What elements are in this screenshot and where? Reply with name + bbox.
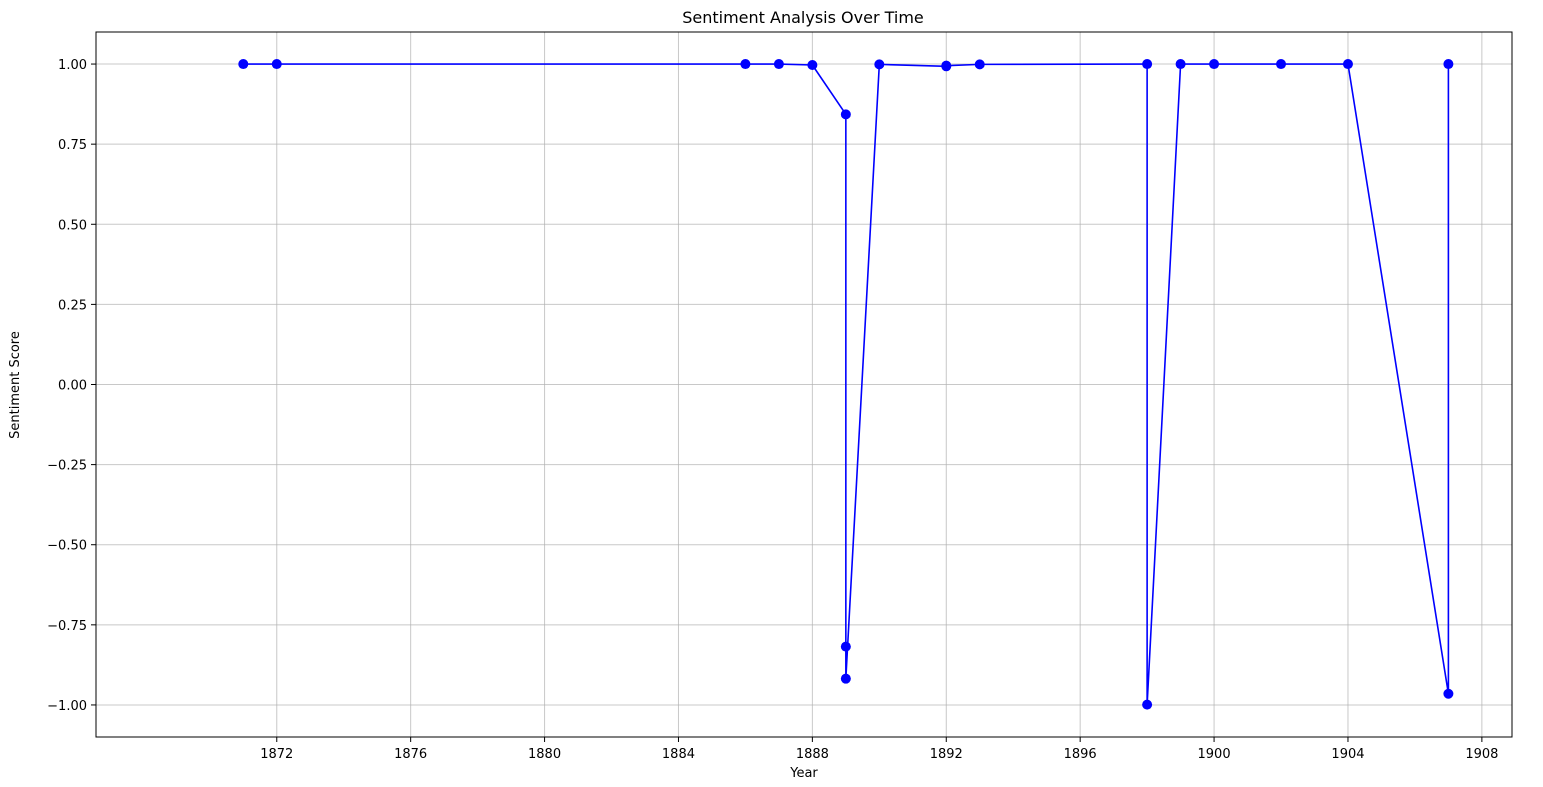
data-point xyxy=(1175,59,1186,70)
data-point xyxy=(840,673,851,684)
data-point xyxy=(1342,59,1353,70)
data-point xyxy=(1142,59,1153,70)
x-tick-label: 1876 xyxy=(394,747,427,762)
data-point xyxy=(740,59,751,70)
y-axis: 1.00 0.75 0.50 0.25 0.00 −0.25 −0.50 −0.75 −1.00 xyxy=(47,58,96,714)
x-tick-label: 1880 xyxy=(528,747,561,762)
y-tick-label: −0.75 xyxy=(47,619,87,634)
chart-title: Sentiment Analysis Over Time xyxy=(682,8,924,27)
data-point xyxy=(941,60,952,71)
data-point xyxy=(773,59,784,70)
x-tick-label: 1900 xyxy=(1198,747,1231,762)
data-point xyxy=(1142,699,1153,710)
x-tick-label: 1884 xyxy=(662,747,695,762)
data-point xyxy=(271,59,282,70)
y-axis-label: Sentiment Score xyxy=(8,331,23,439)
y-tick-label: −1.00 xyxy=(47,699,87,714)
data-point xyxy=(874,59,885,70)
x-axis-label: Year xyxy=(789,766,818,781)
data-point xyxy=(974,59,985,70)
y-tick-label: 0.75 xyxy=(58,138,87,153)
y-tick-label: −0.25 xyxy=(47,459,87,474)
x-tick-label: 1888 xyxy=(796,747,829,762)
data-point xyxy=(1443,59,1454,70)
y-tick-label: 1.00 xyxy=(58,58,87,73)
data-point xyxy=(840,641,851,652)
y-tick-label: 0.25 xyxy=(58,298,87,313)
data-point xyxy=(807,60,818,71)
x-tick-label: 1892 xyxy=(930,747,963,762)
x-axis: 1872 1876 1880 1884 1888 1892 1896 1900 1904 1908 xyxy=(260,737,1498,762)
x-tick-label: 1908 xyxy=(1465,747,1498,762)
grid xyxy=(96,32,1512,737)
series-layer xyxy=(238,59,1454,710)
x-tick-label: 1896 xyxy=(1064,747,1097,762)
data-point xyxy=(1443,688,1454,699)
x-tick-label: 1904 xyxy=(1331,747,1364,762)
x-tick-label: 1872 xyxy=(260,747,293,762)
data-point xyxy=(238,59,249,70)
data-point xyxy=(840,109,851,120)
data-point xyxy=(1209,59,1220,70)
data-point xyxy=(1276,59,1287,70)
y-tick-label: 0.50 xyxy=(58,218,87,233)
y-tick-label: −0.50 xyxy=(47,539,87,554)
y-tick-label: 0.00 xyxy=(58,379,87,394)
